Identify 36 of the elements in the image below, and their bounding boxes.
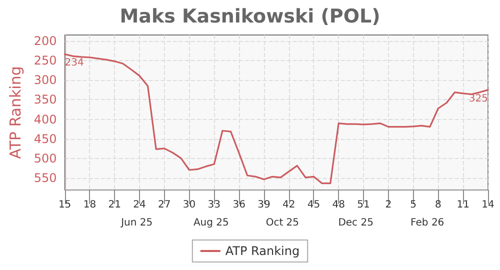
text: Dec 25 [338,218,374,228]
y-tick-label: 300 [34,73,57,88]
text: Feb 26 [410,218,444,228]
y-tick-label: 450 [34,132,57,146]
y-tick-label: 250 [34,54,57,68]
x-tick-label: 27 [158,200,171,210]
x-tick-label: 36 [232,200,246,210]
x-tick-label: 11 [456,200,470,210]
y-tick-label: 350 [34,92,57,107]
x-tick-label: 39 [258,200,270,210]
chart-title: Maks Kasnikowski (POL) [120,6,380,28]
y-tick-label: 500 [34,152,57,166]
x-tick-label: 14 [482,200,494,210]
x-tick-label: 8 [435,200,442,210]
x-tick-label: 2 [385,200,392,210]
data-label: 325 [468,93,488,104]
x-tick-label: 51 [357,200,370,210]
y-tick-label: 400 [34,112,57,126]
text: Oct 25 [266,218,300,228]
text: Aug 25 [193,218,229,228]
x-tick-label: 30 [182,200,196,210]
x-tick-label: 24 [133,200,146,210]
x-tick-label: 45 [307,200,320,210]
x-tick-label: 21 [108,200,121,210]
y-tick-label: 200 [34,34,57,48]
line-series [64,53,489,184]
x-tick-label: 42 [282,200,296,210]
y-tick-label: 550 [34,171,57,186]
text: Jun 25 [120,218,153,228]
legend-label: ATP Ranking [225,244,300,258]
x-tick-label: 18 [83,200,96,210]
x-tick-label: 33 [208,200,221,210]
x-tick-label: 15 [58,200,72,210]
x-tick-label: 5 [410,200,417,210]
y-axis-title: ATP Ranking [6,66,24,159]
x-tick-label: 48 [332,200,346,210]
